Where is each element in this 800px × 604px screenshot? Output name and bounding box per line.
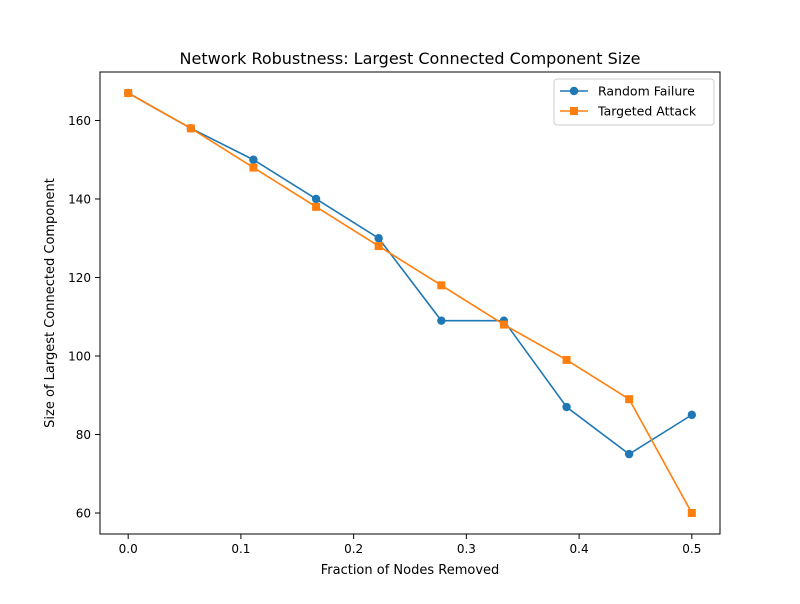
y-tick-label: 100 (68, 349, 91, 363)
y-tick-label: 160 (68, 114, 91, 128)
legend-marker-circle (569, 86, 579, 96)
data-point-circle (374, 234, 383, 243)
x-axis-label: Fraction of Nodes Removed (321, 563, 500, 578)
data-point-circle (624, 449, 634, 459)
chart-title: Network Robustness: Largest Connected Co… (180, 49, 641, 68)
y-tick-label: 140 (68, 192, 91, 206)
series-line-1 (127, 92, 693, 456)
data-point-square (374, 242, 383, 251)
series-line-2 (127, 92, 693, 514)
data-point-square (186, 124, 195, 133)
legend: Random Failure Targeted Attack (553, 78, 715, 126)
data-point-circle (562, 402, 571, 412)
legend-box (553, 78, 715, 126)
x-tick-label: 0.2 (344, 542, 363, 556)
data-point-circle (437, 316, 446, 325)
y-tick-label: 80 (76, 428, 91, 442)
x-tick-label: 0.1 (231, 542, 250, 556)
data-point-square (312, 202, 321, 211)
data-point-circle (249, 155, 258, 164)
x-tick-label: 0.0 (119, 542, 138, 556)
legend-marker-square (570, 107, 578, 115)
data-point-square (687, 509, 696, 517)
data-point-circle (687, 410, 697, 420)
y-tick-label: 60 (76, 507, 91, 521)
data-point-square (437, 281, 446, 290)
data-point-square (499, 320, 508, 329)
x-tick-label: 0.4 (570, 542, 589, 556)
data-point-square (124, 89, 133, 97)
legend-label: Targeted Attack (597, 104, 697, 119)
legend-label: Random Failure (598, 84, 695, 99)
data-point-square (249, 163, 258, 172)
data-point-circle (311, 194, 321, 204)
y-tick-label: 120 (68, 271, 91, 285)
data-point-square (625, 395, 634, 404)
x-tick-label: 0.3 (457, 542, 476, 556)
axes-frame (99, 71, 721, 535)
data-point-square (562, 355, 571, 364)
y-axis-label: Size of Largest Connected Component (43, 178, 58, 428)
plot-area: 0.0 0.1 0.2 0.3 0.4 0.5 60 80 100 120 140 160 (68, 71, 721, 556)
x-tick-label: 0.5 (682, 542, 701, 556)
